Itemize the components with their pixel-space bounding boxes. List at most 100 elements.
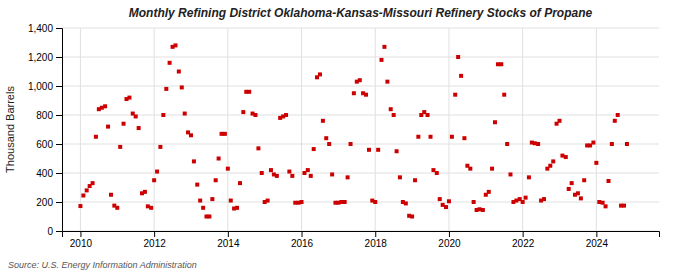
point [567, 187, 571, 191]
axis-line [56, 29, 63, 232]
point [266, 199, 270, 203]
tick-label: 800 [36, 110, 53, 121]
tick-mark [302, 231, 303, 237]
point [229, 199, 233, 203]
point [318, 72, 322, 76]
point [570, 181, 574, 185]
point [468, 167, 472, 171]
tick-mark [56, 28, 62, 29]
tick: 2014 [217, 231, 240, 249]
point [226, 167, 230, 171]
y-axis-label: Thousand Barrels [4, 86, 16, 173]
point [168, 61, 172, 65]
y-grid-line [62, 115, 659, 116]
point [389, 107, 393, 111]
point [349, 142, 353, 146]
point [306, 168, 310, 172]
point [576, 191, 580, 195]
tick-mark [56, 86, 62, 87]
tick-mark [80, 231, 81, 237]
point [122, 122, 126, 126]
point [269, 168, 273, 172]
point [601, 201, 605, 205]
tick-mark [56, 115, 62, 116]
tick-label: 200 [36, 197, 53, 208]
tick: 2010 [70, 231, 93, 249]
point [127, 96, 131, 100]
tick-mark [56, 144, 62, 145]
point [161, 113, 165, 117]
point [343, 200, 347, 204]
point [94, 135, 98, 139]
title: Monthly Refining District Oklahoma-Kansa… [129, 6, 593, 20]
point [493, 120, 497, 124]
tick-mark [596, 231, 597, 237]
y-grid-line [62, 202, 659, 203]
tick: 2018 [365, 231, 388, 249]
point [155, 170, 159, 174]
point [109, 193, 113, 197]
tick-mark [154, 231, 155, 237]
tick-label: 2014 [217, 238, 240, 249]
point [607, 179, 611, 183]
point [85, 188, 89, 192]
point [438, 197, 442, 201]
point [426, 113, 430, 117]
x-grid-line [596, 28, 597, 231]
point [91, 181, 95, 185]
point [324, 136, 328, 140]
point [487, 190, 491, 194]
point [373, 200, 377, 204]
point [158, 145, 162, 149]
tick-label: 600 [36, 139, 53, 150]
point [610, 142, 614, 146]
point [118, 145, 122, 149]
tick-mark [56, 57, 62, 58]
x-grid-line [154, 28, 155, 231]
point [594, 161, 598, 165]
point [499, 62, 503, 66]
point [309, 174, 313, 178]
tick-label: 400 [36, 168, 53, 179]
tick: 2012 [144, 231, 167, 249]
tick: 2020 [438, 231, 461, 249]
tick-label: 2022 [512, 238, 535, 249]
tick-label: 2010 [70, 238, 93, 249]
tick-mark [56, 202, 62, 203]
point [327, 142, 331, 146]
tick-mark [228, 231, 229, 237]
point [180, 85, 184, 89]
point [260, 171, 264, 175]
point [502, 93, 506, 97]
tick: 0 [47, 226, 62, 237]
point [542, 197, 546, 201]
tick-label: 1,200 [28, 52, 53, 63]
point [358, 78, 362, 82]
point [524, 196, 528, 200]
point [527, 175, 531, 179]
point [413, 178, 417, 182]
point [364, 93, 368, 97]
point [447, 199, 451, 203]
point [143, 190, 147, 194]
point [287, 170, 291, 174]
point [275, 174, 279, 178]
point [551, 159, 555, 163]
point [462, 136, 466, 140]
point [312, 147, 316, 151]
point [192, 159, 196, 163]
point [152, 178, 156, 182]
point [241, 110, 245, 114]
axis-line [63, 232, 660, 238]
points [78, 43, 629, 218]
tick: 2016 [291, 231, 314, 249]
tick: 1,000 [28, 81, 62, 92]
point [392, 113, 396, 117]
tick: 2022 [512, 231, 535, 249]
chart: 2010201220142016201820202022202402004006… [0, 0, 675, 275]
tick-mark [56, 173, 62, 174]
point [214, 178, 218, 182]
point [508, 172, 512, 176]
point [367, 148, 371, 152]
point [481, 208, 485, 212]
